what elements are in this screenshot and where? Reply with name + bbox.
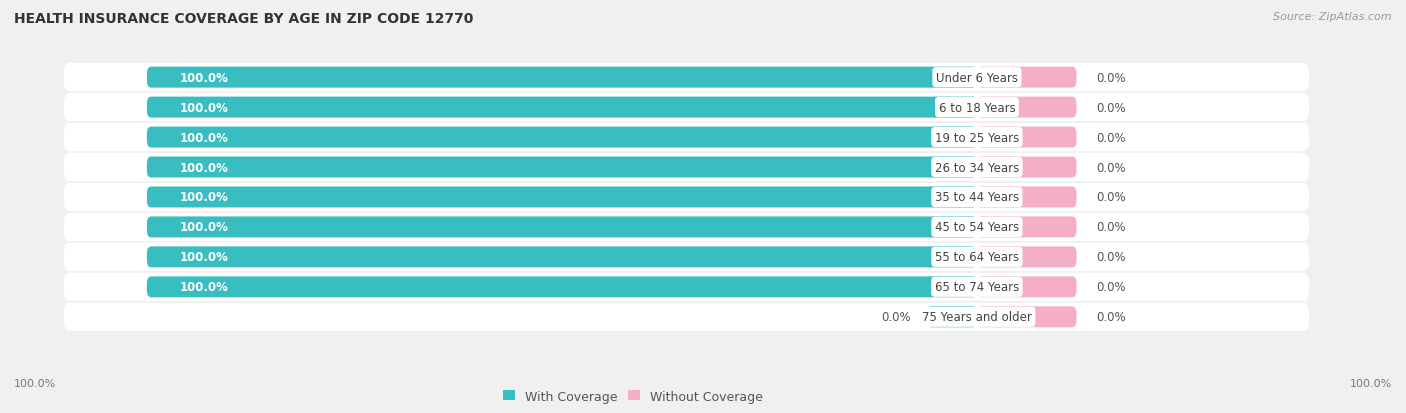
Text: 0.0%: 0.0% (1097, 221, 1126, 234)
FancyBboxPatch shape (63, 273, 1309, 301)
FancyBboxPatch shape (977, 217, 1077, 238)
FancyBboxPatch shape (146, 217, 977, 238)
Text: Under 6 Years: Under 6 Years (936, 71, 1018, 84)
Text: 100.0%: 100.0% (14, 378, 56, 388)
FancyBboxPatch shape (977, 277, 1077, 298)
FancyBboxPatch shape (146, 67, 977, 88)
Text: 0.0%: 0.0% (1097, 281, 1126, 294)
Text: 55 to 64 Years: 55 to 64 Years (935, 251, 1019, 264)
Text: 100.0%: 100.0% (180, 131, 229, 144)
Text: 0.0%: 0.0% (1097, 101, 1126, 114)
Text: 100.0%: 100.0% (180, 101, 229, 114)
Text: 65 to 74 Years: 65 to 74 Years (935, 281, 1019, 294)
FancyBboxPatch shape (146, 127, 977, 148)
FancyBboxPatch shape (63, 243, 1309, 271)
Text: 0.0%: 0.0% (1097, 161, 1126, 174)
Text: 6 to 18 Years: 6 to 18 Years (939, 101, 1015, 114)
FancyBboxPatch shape (146, 247, 977, 268)
FancyBboxPatch shape (63, 183, 1309, 211)
FancyBboxPatch shape (63, 94, 1309, 122)
Text: 45 to 54 Years: 45 to 54 Years (935, 221, 1019, 234)
FancyBboxPatch shape (146, 187, 977, 208)
Text: HEALTH INSURANCE COVERAGE BY AGE IN ZIP CODE 12770: HEALTH INSURANCE COVERAGE BY AGE IN ZIP … (14, 12, 474, 26)
Text: 0.0%: 0.0% (1097, 311, 1126, 323)
Text: 0.0%: 0.0% (882, 311, 911, 323)
FancyBboxPatch shape (977, 247, 1077, 268)
Text: Source: ZipAtlas.com: Source: ZipAtlas.com (1274, 12, 1392, 22)
FancyBboxPatch shape (977, 157, 1077, 178)
Text: 100.0%: 100.0% (180, 221, 229, 234)
Text: 19 to 25 Years: 19 to 25 Years (935, 131, 1019, 144)
Text: 0.0%: 0.0% (1097, 251, 1126, 264)
Text: 100.0%: 100.0% (180, 191, 229, 204)
Text: 100.0%: 100.0% (180, 281, 229, 294)
Legend: With Coverage, Without Coverage: With Coverage, Without Coverage (502, 390, 763, 403)
Text: 0.0%: 0.0% (1097, 191, 1126, 204)
Text: 100.0%: 100.0% (180, 71, 229, 84)
Text: 100.0%: 100.0% (180, 251, 229, 264)
FancyBboxPatch shape (146, 157, 977, 178)
FancyBboxPatch shape (63, 214, 1309, 242)
Text: 75 Years and older: 75 Years and older (922, 311, 1032, 323)
FancyBboxPatch shape (977, 67, 1077, 88)
Text: 35 to 44 Years: 35 to 44 Years (935, 191, 1019, 204)
FancyBboxPatch shape (977, 97, 1077, 118)
FancyBboxPatch shape (63, 154, 1309, 182)
FancyBboxPatch shape (146, 277, 977, 298)
Text: 0.0%: 0.0% (1097, 131, 1126, 144)
FancyBboxPatch shape (63, 123, 1309, 152)
FancyBboxPatch shape (146, 97, 977, 118)
Text: 100.0%: 100.0% (180, 161, 229, 174)
FancyBboxPatch shape (63, 303, 1309, 331)
FancyBboxPatch shape (977, 127, 1077, 148)
FancyBboxPatch shape (63, 64, 1309, 92)
Text: 26 to 34 Years: 26 to 34 Years (935, 161, 1019, 174)
FancyBboxPatch shape (977, 187, 1077, 208)
Text: 100.0%: 100.0% (1350, 378, 1392, 388)
FancyBboxPatch shape (977, 306, 1077, 328)
FancyBboxPatch shape (927, 306, 977, 328)
Text: 0.0%: 0.0% (1097, 71, 1126, 84)
